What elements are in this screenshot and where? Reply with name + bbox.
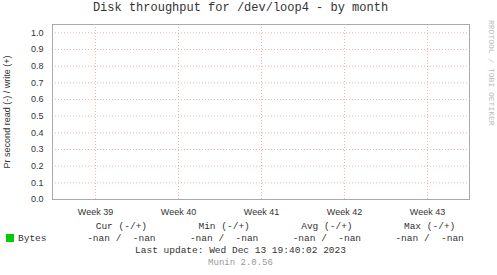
svg-text:0.5: 0.5 bbox=[31, 111, 44, 121]
svg-text:Pr second read (-) / write (+): Pr second read (-) / write (+) bbox=[2, 56, 12, 169]
svg-text:0.3: 0.3 bbox=[31, 144, 44, 154]
html-text:-nan / -nan: -nan / -nan bbox=[189, 233, 259, 244]
html-text:-nan / -nan: -nan / -nan bbox=[395, 233, 464, 244]
svg-text:0.8: 0.8 bbox=[31, 61, 44, 71]
html-text:Cur (-/+): Cur (-/+) bbox=[95, 221, 147, 232]
svg-text:Week 40: Week 40 bbox=[161, 207, 196, 217]
svg-text:0.6: 0.6 bbox=[31, 94, 44, 104]
svg-text:0.7: 0.7 bbox=[31, 78, 44, 88]
html-text:Avg (-/+): Avg (-/+) bbox=[301, 221, 353, 232]
svg-text:Week 39: Week 39 bbox=[78, 207, 113, 217]
svg-text:0.0: 0.0 bbox=[31, 194, 44, 204]
html-text:Max (-/+): Max (-/+) bbox=[404, 221, 456, 232]
svg-text:0.1: 0.1 bbox=[31, 178, 44, 188]
svg-text:Week 42: Week 42 bbox=[327, 207, 362, 217]
svg-text:0.9: 0.9 bbox=[31, 44, 44, 54]
html-text:Bytes: Bytes bbox=[18, 233, 47, 244]
svg-text:0.2: 0.2 bbox=[31, 161, 44, 171]
svg-text:Week 41: Week 41 bbox=[244, 207, 279, 217]
html-text:Min (-/+): Min (-/+) bbox=[198, 221, 250, 232]
html-text:RRDTOOL / TOBI OETIKER: RRDTOOL / TOBI OETIKER bbox=[487, 20, 496, 126]
svg-text:0.4: 0.4 bbox=[31, 128, 44, 138]
html-text:Disk throughput for /dev/loop4: Disk throughput for /dev/loop4 - by mont… bbox=[92, 1, 389, 15]
html-text:-nan / -nan: -nan / -nan bbox=[292, 233, 362, 244]
html-text:Munin 2.0.56: Munin 2.0.56 bbox=[208, 258, 273, 268]
svg-text:Week 43: Week 43 bbox=[410, 207, 445, 217]
html-text:Last update: Wed Dec 13 19:40:: Last update: Wed Dec 13 19:40:02 2023 bbox=[135, 245, 346, 256]
svg-text:1.0: 1.0 bbox=[31, 28, 44, 38]
html-text:-nan / -nan: -nan / -nan bbox=[87, 233, 156, 244]
